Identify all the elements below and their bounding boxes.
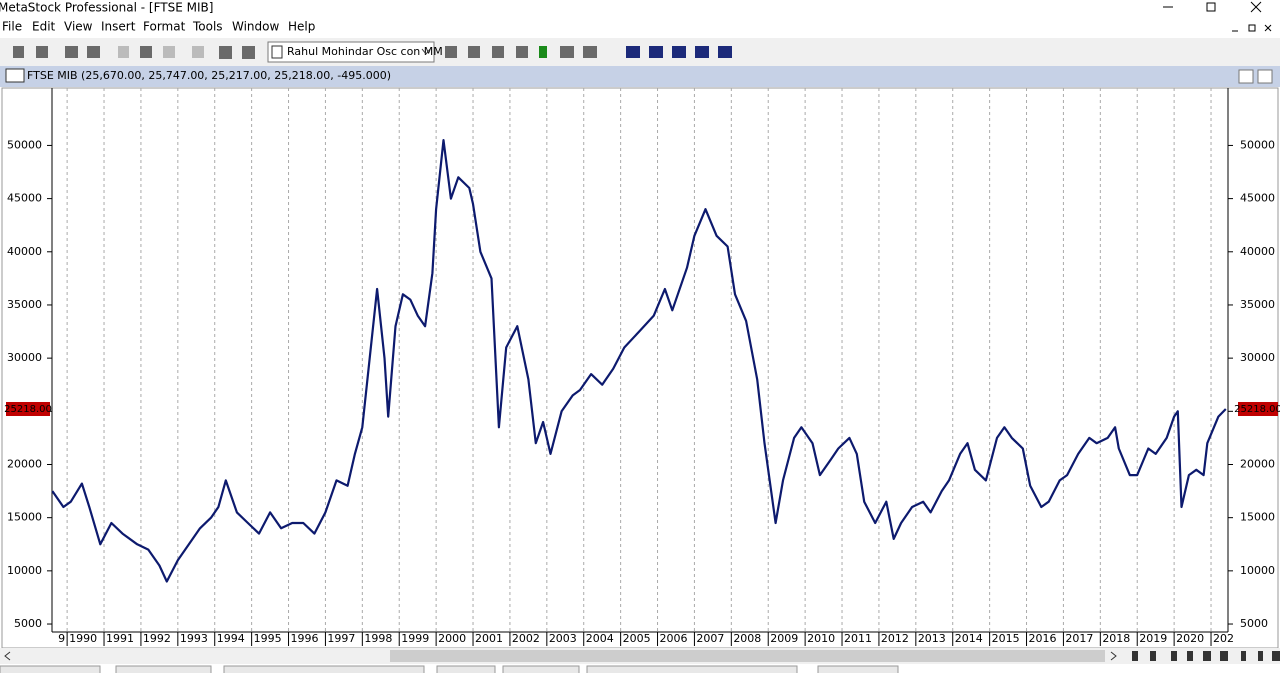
y-tick-label: 50000 xyxy=(1240,138,1275,151)
close-button[interactable] xyxy=(1250,1,1262,13)
x-tick-label: 2019 xyxy=(1139,632,1167,645)
menu-item[interactable]: Insert xyxy=(101,20,136,34)
x-tick-label: 2011 xyxy=(844,632,872,645)
x-tick-label: 1990 xyxy=(69,632,97,645)
y-tick-label: 50000 xyxy=(7,138,42,151)
x-tick-label: 2020 xyxy=(1176,632,1204,645)
y-tick-label: 45000 xyxy=(1240,192,1275,205)
x-tick-label: 202 xyxy=(1213,632,1234,645)
x-tick-label: 2006 xyxy=(660,632,688,645)
x-tick-label: 2001 xyxy=(475,632,503,645)
bottom-tabs xyxy=(0,665,899,677)
maximize-chart-button[interactable] xyxy=(1238,69,1254,84)
x-tick-label: 1991 xyxy=(106,632,134,645)
x-tick-label: 2003 xyxy=(549,632,577,645)
menu-item[interactable]: File xyxy=(2,20,22,34)
indicator-dropdown-text[interactable]: Rahul Mohindar Osc con MM xyxy=(287,45,443,58)
y-tick-label: 5000 xyxy=(1240,617,1268,630)
chart-window-title: FTSE MIB (25,670.00, 25,747.00, 25,217.0… xyxy=(27,69,391,82)
chart-area xyxy=(1,87,1279,649)
close-chart-button[interactable] xyxy=(1257,69,1273,84)
x-tick-label: 2000 xyxy=(438,632,466,645)
x-tick-label: 2018 xyxy=(1102,632,1130,645)
menu-item[interactable]: Help xyxy=(288,20,315,34)
x-tick-label: 2004 xyxy=(586,632,614,645)
x-tick-label: 2012 xyxy=(881,632,909,645)
y-tick-label: 20000 xyxy=(7,457,42,470)
last-price-marker xyxy=(6,401,50,416)
x-tick-label: 2007 xyxy=(696,632,724,645)
y-tick-label: 20000 xyxy=(1240,457,1275,470)
y-tick-label: 35000 xyxy=(1240,298,1275,311)
y-tick-label: 45000 xyxy=(7,192,42,205)
x-tick-label: 2014 xyxy=(955,632,983,645)
y-tick-label: 40000 xyxy=(7,245,42,258)
x-tick-label: 2002 xyxy=(512,632,540,645)
x-tick-label: 1994 xyxy=(217,632,245,645)
x-tick-label: 2013 xyxy=(918,632,946,645)
y-tick-label: 15000 xyxy=(1240,511,1275,524)
menu-item[interactable]: Edit xyxy=(32,20,56,34)
scrollbar[interactable] xyxy=(0,648,1280,664)
x-tick-label: 1997 xyxy=(327,632,355,645)
window-controls[interactable] xyxy=(1163,1,1272,32)
menu-item[interactable]: View xyxy=(64,20,93,34)
x-tick-label: 1996 xyxy=(291,632,319,645)
y-tick-label: 30000 xyxy=(1240,351,1275,364)
x-tick-label: 2015 xyxy=(992,632,1020,645)
last-price-marker xyxy=(1238,401,1278,416)
y-tick-label: 30000 xyxy=(7,351,42,364)
last-price-label: 25218.00 xyxy=(4,404,52,415)
menu-item[interactable]: Format xyxy=(143,20,186,34)
y-tick-label: 5000 xyxy=(14,617,42,630)
indicator-dropdown[interactable] xyxy=(267,41,435,63)
x-tick-label: 2010 xyxy=(807,632,835,645)
x-tick-label: 1995 xyxy=(254,632,282,645)
title-bar-text: MetaStock Professional - [FTSE MIB] xyxy=(0,1,213,15)
restore-button[interactable] xyxy=(1206,2,1216,12)
menu-bar: File Edit View Insert Format Tools Window Help xyxy=(2,20,315,34)
x-tick-label: 1992 xyxy=(143,632,171,645)
y-tick-label: 10000 xyxy=(1240,564,1275,577)
y-tick-label: 10000 xyxy=(7,564,42,577)
x-tick-label: 2005 xyxy=(623,632,651,645)
price-line xyxy=(51,139,1227,583)
x-tick-label: 1993 xyxy=(180,632,208,645)
last-price-label: 25218.00 xyxy=(1234,404,1280,415)
x-tick-label: 2016 xyxy=(1029,632,1057,645)
menu-item[interactable]: Tools xyxy=(192,20,223,34)
chart-window-header: FTSE MIB (25,670.00, 25,747.00, 25,217.0… xyxy=(0,66,1280,87)
y-tick-label: 35000 xyxy=(7,298,42,311)
x-tick-label: 1998 xyxy=(364,632,392,645)
y-tick-label: 15000 xyxy=(7,511,42,524)
x-tick-label: 2008 xyxy=(733,632,761,645)
x-tick-label: 2009 xyxy=(770,632,798,645)
x-tick-label: 1999 xyxy=(401,632,429,645)
y-tick-label: 40000 xyxy=(1240,245,1275,258)
x-tick-label: 2017 xyxy=(1065,632,1093,645)
menu-item[interactable]: Window xyxy=(232,20,280,34)
toolbar: Rahul Mohindar Osc con MM xyxy=(0,38,1280,66)
plot: 5000 5000 10000 10000 15000 15000 20000 20000 25… xyxy=(4,88,1280,646)
x-tick-label: 9 xyxy=(58,632,65,645)
